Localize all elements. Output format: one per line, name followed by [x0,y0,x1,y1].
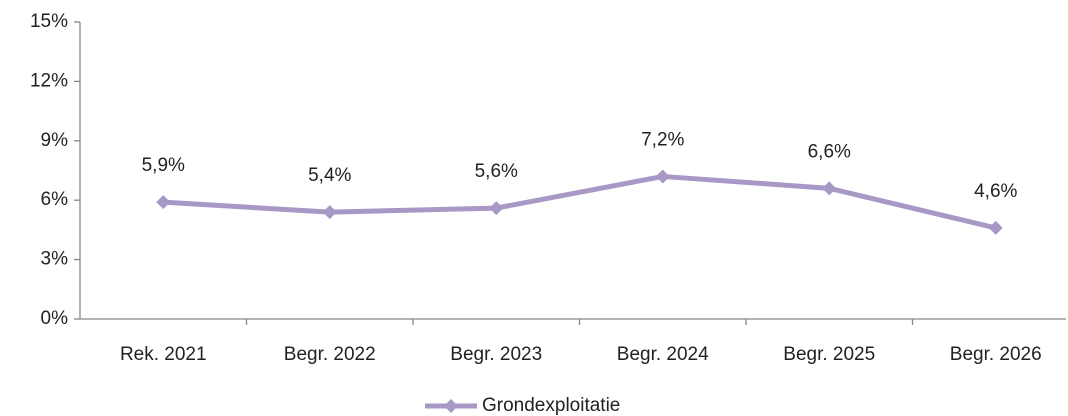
data-label: 5,4% [308,165,351,186]
legend-label: Grondexploitatie [482,395,620,416]
marker [156,195,171,210]
data-label: 4,6% [974,181,1017,202]
x-tick-label: Begr. 2026 [950,344,1042,365]
x-tick-label: Begr. 2022 [284,344,376,365]
x-tick-label: Begr. 2023 [450,344,542,365]
x-tick-label: Begr. 2025 [783,344,875,365]
x-tick-label: Rek. 2021 [120,344,207,365]
data-label: 5,9% [142,155,185,176]
y-tick-label: 12% [30,70,68,91]
x-tick-label: Begr. 2024 [617,344,709,365]
marker [988,220,1003,235]
y-tick-label: 0% [41,308,69,329]
data-label: 7,2% [641,129,684,150]
data-label: 5,6% [475,161,518,182]
y-tick-label: 3% [41,249,69,270]
y-tick-label: 9% [41,130,69,151]
data-label: 6,6% [808,141,851,162]
marker [322,205,337,220]
y-tick-label: 15% [30,11,68,32]
marker [655,169,670,184]
series-line [163,173,997,231]
marker [489,201,504,216]
legend-marker [444,399,458,413]
marker [822,181,837,196]
y-tick-label: 6% [41,189,69,210]
